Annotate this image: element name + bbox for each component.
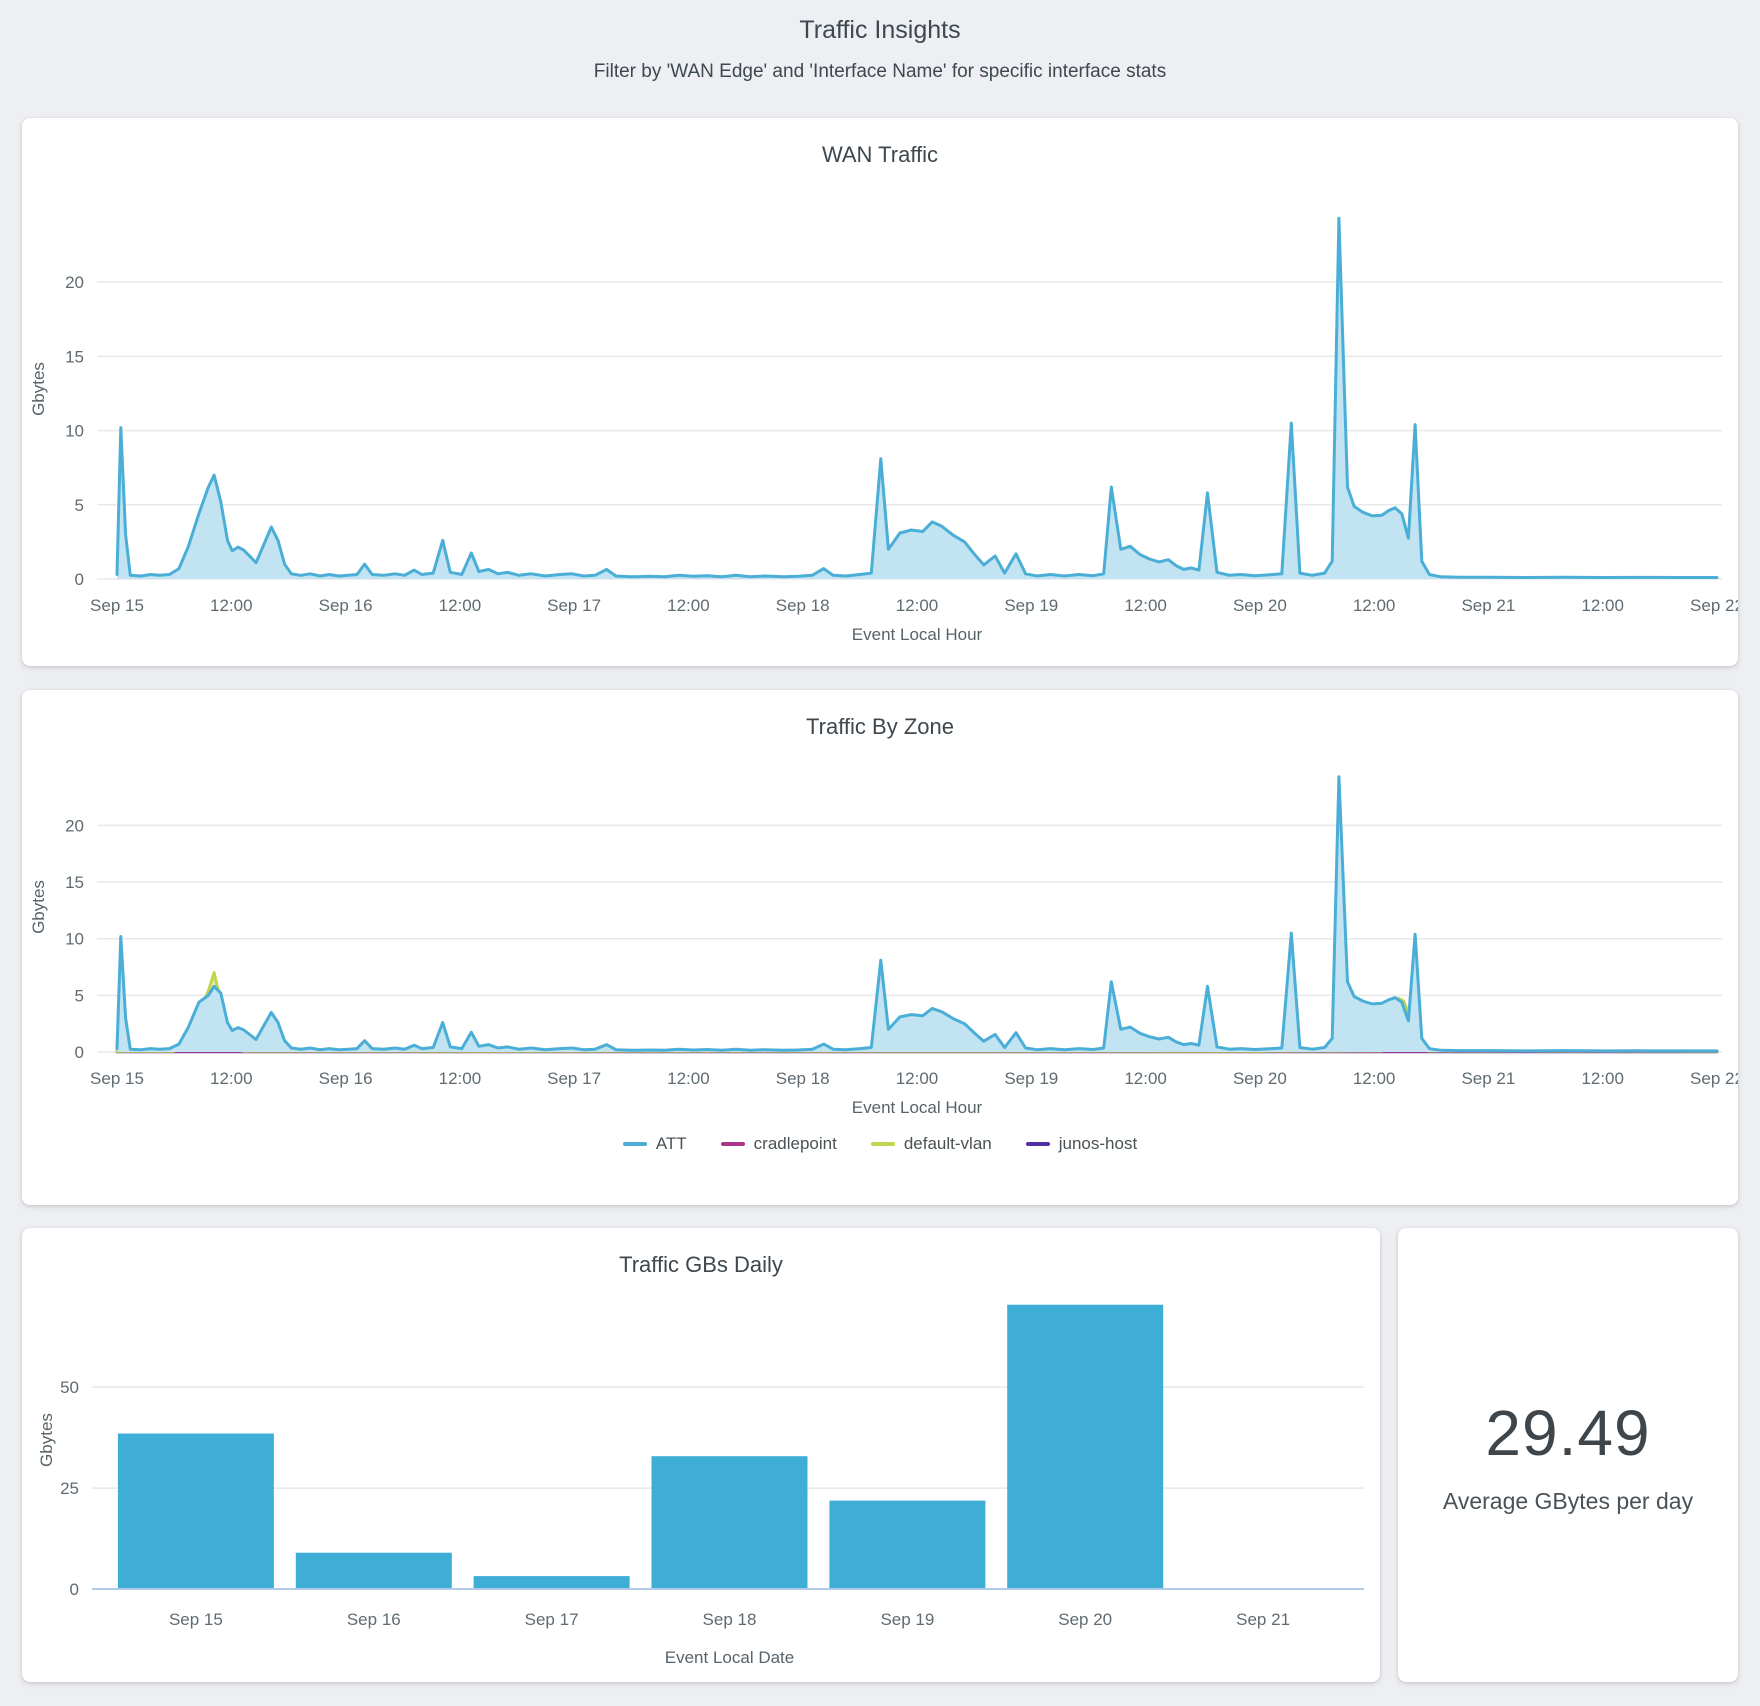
svg-text:12:00: 12:00 <box>896 1069 939 1088</box>
svg-text:Sep 18: Sep 18 <box>776 1069 830 1088</box>
svg-text:Sep 22: Sep 22 <box>1690 1069 1738 1088</box>
stat-value: 29.49 <box>1485 1396 1651 1469</box>
svg-text:12:00: 12:00 <box>1353 1069 1396 1088</box>
svg-text:Event Local Hour: Event Local Hour <box>852 1098 983 1117</box>
svg-text:12:00: 12:00 <box>667 596 710 615</box>
svg-text:15: 15 <box>65 347 84 366</box>
legend-label: ATT <box>655 1134 687 1153</box>
legend-item-junos-host[interactable]: junos-host <box>1025 1134 1138 1154</box>
page-title: Traffic Insights <box>799 16 961 44</box>
svg-text:12:00: 12:00 <box>896 596 939 615</box>
traffic-gbs-daily-title: Traffic GBs Daily <box>619 1252 783 1277</box>
svg-text:Sep 19: Sep 19 <box>880 1610 934 1629</box>
svg-text:Sep 17: Sep 17 <box>547 596 601 615</box>
panel-traffic-gbs-daily: Traffic GBs Daily 0 25 50 Sep 15 Sep 16 Sep 1… <box>22 1228 1380 1682</box>
svg-text:15: 15 <box>65 873 84 892</box>
svg-text:50: 50 <box>60 1378 79 1397</box>
panel-traffic-by-zone: Traffic By Zone 0 5 10 15 20 Sep 15 12:00 Sep 1… <box>22 690 1738 1205</box>
svg-text:Sep 19: Sep 19 <box>1004 1069 1058 1088</box>
svg-text:20: 20 <box>65 816 84 835</box>
svg-text:Sep 18: Sep 18 <box>703 1610 757 1629</box>
svg-text:12:00: 12:00 <box>210 596 253 615</box>
svg-text:25: 25 <box>60 1479 79 1498</box>
wan-traffic-chart[interactable]: 0 5 10 15 20 Sep 15 12:00 Sep 16 12:00 Sep 17 12:0… <box>22 174 1738 649</box>
page-subtitle: Filter by 'WAN Edge' and 'Interface Name… <box>593 61 1167 82</box>
svg-text:12:00: 12:00 <box>210 1069 253 1088</box>
svg-text:Gbytes: Gbytes <box>29 362 48 416</box>
svg-text:Event Local Date: Event Local Date <box>665 1648 794 1667</box>
legend-label: junos-host <box>1058 1134 1138 1153</box>
svg-text:Sep 20: Sep 20 <box>1058 1610 1112 1629</box>
svg-text:Sep 16: Sep 16 <box>319 1069 373 1088</box>
traffic-by-zone-legend: ATT cradlepoint default-vlan junos-host <box>22 1134 1738 1154</box>
dashboard-header: Traffic Insights Filter by 'WAN Edge' an… <box>0 0 1760 83</box>
legend-label: cradlepoint <box>753 1134 837 1153</box>
legend-item-cradlepoint[interactable]: cradlepoint <box>720 1134 837 1154</box>
svg-text:0: 0 <box>70 1580 79 1599</box>
stat-label: Average GBytes per day <box>1442 1487 1694 1514</box>
panel-wan-traffic: WAN Traffic 0 5 10 15 20 Sep 15 12:00 Sep 16 12:… <box>22 118 1738 666</box>
legend-swatch-icon <box>870 1142 895 1146</box>
svg-text:Sep 15: Sep 15 <box>90 1069 144 1088</box>
svg-text:12:00: 12:00 <box>439 1069 482 1088</box>
svg-text:12:00: 12:00 <box>1581 596 1624 615</box>
wan-traffic-title: WAN Traffic <box>821 142 939 167</box>
svg-text:12:00: 12:00 <box>667 1069 710 1088</box>
legend-swatch-icon <box>1025 1142 1050 1146</box>
svg-text:12:00: 12:00 <box>1353 596 1396 615</box>
legend-item-default-vlan[interactable]: default-vlan <box>870 1134 992 1154</box>
traffic-by-zone-chart[interactable]: 0 5 10 15 20 Sep 15 12:00 Sep 16 12:00 Sep 17 12:0… <box>22 744 1738 1124</box>
svg-text:Event Local Hour: Event Local Hour <box>852 625 983 644</box>
svg-text:Sep 22: Sep 22 <box>1690 596 1738 615</box>
svg-text:Sep 21: Sep 21 <box>1461 1069 1515 1088</box>
svg-text:12:00: 12:00 <box>439 596 482 615</box>
svg-text:Sep 21: Sep 21 <box>1461 596 1515 615</box>
svg-text:10: 10 <box>65 422 84 441</box>
svg-text:10: 10 <box>65 930 84 949</box>
traffic-by-zone-title: Traffic By Zone <box>806 714 954 739</box>
svg-text:0: 0 <box>75 570 84 589</box>
panel-average-gbytes: 29.49 Average GBytes per day <box>1398 1228 1738 1682</box>
svg-text:Sep 16: Sep 16 <box>319 596 373 615</box>
svg-text:Sep 19: Sep 19 <box>1004 596 1058 615</box>
svg-text:12:00: 12:00 <box>1581 1069 1624 1088</box>
svg-text:Gbytes: Gbytes <box>29 880 48 934</box>
legend-label: default-vlan <box>903 1134 992 1153</box>
svg-text:Sep 21: Sep 21 <box>1236 1610 1290 1629</box>
svg-text:12:00: 12:00 <box>1124 596 1167 615</box>
svg-text:Sep 15: Sep 15 <box>90 596 144 615</box>
legend-swatch-icon <box>622 1142 647 1146</box>
svg-text:Sep 18: Sep 18 <box>776 596 830 615</box>
svg-text:Sep 20: Sep 20 <box>1233 1069 1287 1088</box>
legend-item-att[interactable]: ATT <box>622 1134 687 1154</box>
svg-text:Sep 15: Sep 15 <box>169 1610 223 1629</box>
svg-text:0: 0 <box>75 1043 84 1062</box>
svg-text:Sep 17: Sep 17 <box>547 1069 601 1088</box>
svg-text:5: 5 <box>75 496 84 515</box>
svg-text:Sep 17: Sep 17 <box>525 1610 579 1629</box>
legend-swatch-icon <box>720 1142 745 1146</box>
svg-text:Gbytes: Gbytes <box>37 1413 56 1467</box>
svg-text:Sep 16: Sep 16 <box>347 1610 401 1629</box>
svg-text:5: 5 <box>75 986 84 1005</box>
svg-text:12:00: 12:00 <box>1124 1069 1167 1088</box>
svg-text:20: 20 <box>65 273 84 292</box>
traffic-gbs-daily-chart[interactable]: 0 25 50 Sep 15 Sep 16 Sep 17 Sep 18 Sep 19 Sep 2… <box>22 1280 1380 1672</box>
svg-text:Sep 20: Sep 20 <box>1233 596 1287 615</box>
